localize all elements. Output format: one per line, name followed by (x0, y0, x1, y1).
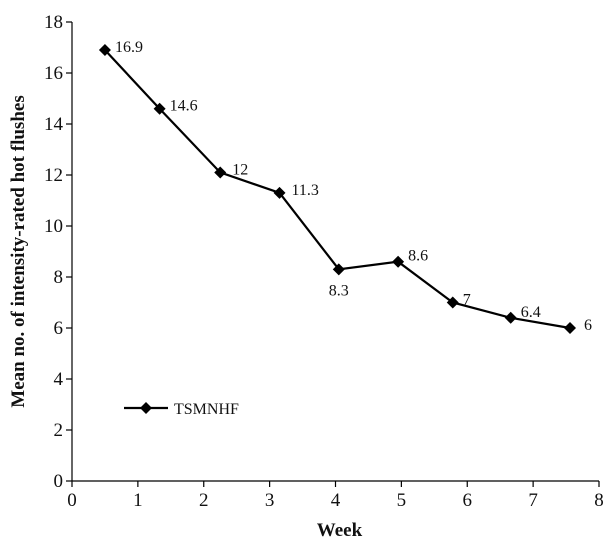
data-point-marker (392, 255, 405, 268)
y-tick-label: 2 (54, 420, 64, 441)
legend-label: TSMNHF (174, 401, 239, 418)
x-tick-label: 4 (331, 490, 341, 511)
data-point-marker (446, 296, 459, 309)
y-tick-label: 16 (44, 63, 63, 84)
data-labels: 16.9 14.6 12 11.3 8.3 8.6 7 6.4 6 (115, 39, 592, 334)
x-tick-label: 0 (67, 490, 77, 511)
y-tick-label: 0 (54, 471, 64, 492)
x-tick-label: 8 (594, 490, 604, 511)
y-tick-label: 6 (54, 318, 64, 339)
data-label: 8.3 (329, 282, 349, 299)
x-tick-label: 6 (463, 490, 473, 511)
x-tick-label: 1 (133, 490, 143, 511)
series-layer (98, 44, 577, 334)
y-axis-title: Mean no. of intensity-rated hot flushes (8, 95, 29, 407)
y-tick-label: 8 (54, 267, 64, 288)
data-label: 14.6 (170, 98, 198, 115)
legend-marker (140, 402, 152, 414)
data-label: 11.3 (292, 182, 319, 199)
y-tick-label: 12 (44, 165, 63, 186)
x-tick-label: 7 (528, 490, 538, 511)
legend: TSMNHF (124, 401, 239, 418)
data-label: 6.4 (521, 304, 541, 321)
x-tick-label: 2 (199, 490, 209, 511)
data-label: 16.9 (115, 39, 143, 56)
y-tick-label: 4 (54, 369, 64, 390)
x-tick-label: 5 (397, 490, 407, 511)
y-tick-label: 14 (44, 114, 64, 135)
data-point-marker (153, 102, 166, 115)
data-point-marker (273, 186, 286, 199)
data-point-marker (564, 322, 577, 334)
data-label: 7 (463, 292, 471, 309)
data-label: 12 (232, 161, 248, 178)
x-axis-title: Week (317, 520, 363, 541)
data-point-marker (98, 44, 111, 57)
data-label: 6 (584, 317, 592, 334)
data-label: 8.6 (408, 248, 428, 265)
y-tick-label: 18 (44, 12, 63, 33)
y-tick-label: 10 (44, 216, 63, 237)
data-point-marker (332, 263, 345, 276)
data-point-marker (214, 166, 227, 179)
axes (71, 22, 599, 482)
data-point-marker (504, 311, 517, 324)
x-tick-label: 3 (265, 490, 275, 511)
